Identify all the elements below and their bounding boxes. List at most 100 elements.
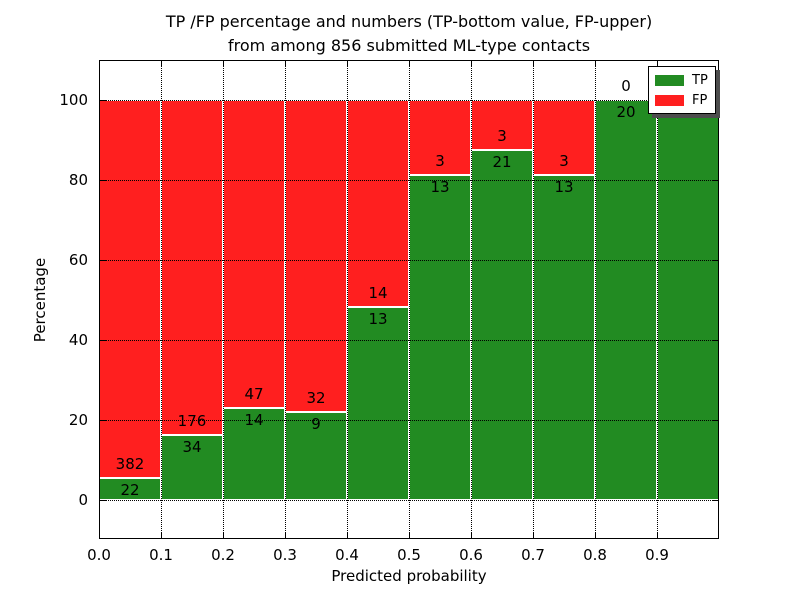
gridline-horizontal <box>99 100 719 101</box>
gridline-vertical <box>347 60 348 539</box>
bar-label-fp: 176 <box>177 412 207 431</box>
x-tick-mark <box>99 60 100 67</box>
y-tick-mark <box>99 100 106 101</box>
x-tick-mark <box>533 60 534 67</box>
x-tick-label: 0.8 <box>583 546 607 564</box>
x-tick-label: 0.3 <box>273 546 297 564</box>
x-tick-mark <box>533 532 534 539</box>
x-tick-mark <box>161 532 162 539</box>
x-tick-mark <box>409 532 410 539</box>
x-tick-mark <box>347 532 348 539</box>
x-tick-label: 0.1 <box>149 546 173 564</box>
y-tick-label: 40 <box>68 331 88 349</box>
x-tick-mark <box>285 532 286 539</box>
x-tick-mark <box>471 532 472 539</box>
bar-label-fp: 3 <box>497 127 507 145</box>
bar-segment-tp <box>595 100 657 500</box>
legend-label-fp: FP <box>692 92 708 108</box>
y-tick-mark <box>712 340 719 341</box>
chart-title-line1: TP /FP percentage and numbers (TP-bottom… <box>165 12 653 31</box>
legend-item-fp: FP <box>655 93 709 108</box>
bar-segment-tp <box>409 175 471 500</box>
x-tick-mark <box>223 532 224 539</box>
gridline-horizontal <box>99 180 719 181</box>
y-tick-label: 0 <box>78 491 88 509</box>
bar-label-tp: 13 <box>368 310 388 329</box>
x-tick-label: 0.0 <box>87 546 111 564</box>
gridline-vertical <box>285 60 286 539</box>
gridline-vertical <box>161 60 162 539</box>
x-tick-label: 0.5 <box>397 546 421 564</box>
x-tick-mark <box>285 60 286 67</box>
chart-title-line2: from among 856 submitted ML-type contact… <box>227 36 591 55</box>
x-tick-label: 0.4 <box>335 546 359 564</box>
bar-segment-tp <box>285 412 347 500</box>
x-tick-mark <box>471 60 472 67</box>
x-tick-mark <box>595 532 596 539</box>
y-tick-label: 100 <box>59 91 88 109</box>
bar-label-fp: 0 <box>621 77 631 95</box>
gridline-vertical <box>223 60 224 539</box>
bar-label-tp: 9 <box>311 415 321 434</box>
x-tick-label: 0.9 <box>645 546 669 564</box>
bar-segment-tp <box>347 307 409 500</box>
x-tick-label: 0.6 <box>459 546 483 564</box>
x-tick-mark <box>657 60 658 67</box>
x-tick-mark <box>347 60 348 67</box>
y-tick-mark <box>99 260 106 261</box>
gridline-horizontal <box>99 500 719 501</box>
bar-segment-fp <box>99 100 161 479</box>
y-tick-label: 20 <box>68 411 88 429</box>
gridline-horizontal <box>99 260 719 261</box>
bar-segment-tp <box>161 435 223 500</box>
y-tick-mark <box>99 500 106 501</box>
bar-segment-tp <box>533 175 595 500</box>
y-tick-mark <box>712 420 719 421</box>
y-tick-mark <box>712 500 719 501</box>
gridline-horizontal <box>99 340 719 341</box>
y-tick-mark <box>99 340 106 341</box>
gridline-vertical <box>657 60 658 539</box>
legend-label-tp: TP <box>692 72 708 88</box>
bar-segment-tp <box>657 100 719 500</box>
bar-segment-fp <box>223 100 285 409</box>
bar-label-fp: 47 <box>244 385 264 404</box>
bar-segment-tp <box>223 408 285 500</box>
x-tick-mark <box>595 60 596 67</box>
x-tick-label: 0.2 <box>211 546 235 564</box>
plot-area: 382221763447143291413313321313020037 <box>99 60 719 539</box>
bar-segment-fp <box>285 100 347 413</box>
x-tick-mark <box>409 60 410 67</box>
gridline-vertical <box>471 60 472 539</box>
chart-title: TP /FP percentage and numbers (TP-bottom… <box>99 10 719 58</box>
legend: TP FP <box>648 66 716 114</box>
x-tick-mark <box>657 532 658 539</box>
y-tick-mark <box>99 420 106 421</box>
bar-label-tp: 14 <box>244 411 264 430</box>
bar-label-fp: 3 <box>435 152 445 170</box>
x-tick-label: 0.7 <box>521 546 545 564</box>
bar-segment-tp <box>471 150 533 500</box>
bar-label-fp: 32 <box>306 389 326 408</box>
bar-label-fp: 14 <box>368 284 388 303</box>
x-tick-mark <box>161 60 162 67</box>
x-tick-mark <box>223 60 224 67</box>
bar-label-fp: 3 <box>559 152 569 170</box>
legend-swatch-fp-icon <box>655 94 684 106</box>
y-tick-mark <box>99 180 106 181</box>
y-tick-mark <box>712 260 719 261</box>
gridline-vertical <box>533 60 534 539</box>
y-tick-mark <box>712 180 719 181</box>
bar-label-tp: 22 <box>120 481 140 500</box>
bar-label-tp: 20 <box>616 103 636 121</box>
bar-segment-fp <box>161 100 223 436</box>
x-tick-mark <box>99 532 100 539</box>
legend-swatch-tp-icon <box>655 74 684 86</box>
bar-label-tp: 34 <box>182 438 202 457</box>
y-tick-label: 80 <box>68 171 88 189</box>
bar-label-fp: 382 <box>115 455 145 474</box>
gridline-vertical <box>595 60 596 539</box>
bar-label-tp: 21 <box>492 153 512 171</box>
legend-item-tp: TP <box>655 73 709 88</box>
